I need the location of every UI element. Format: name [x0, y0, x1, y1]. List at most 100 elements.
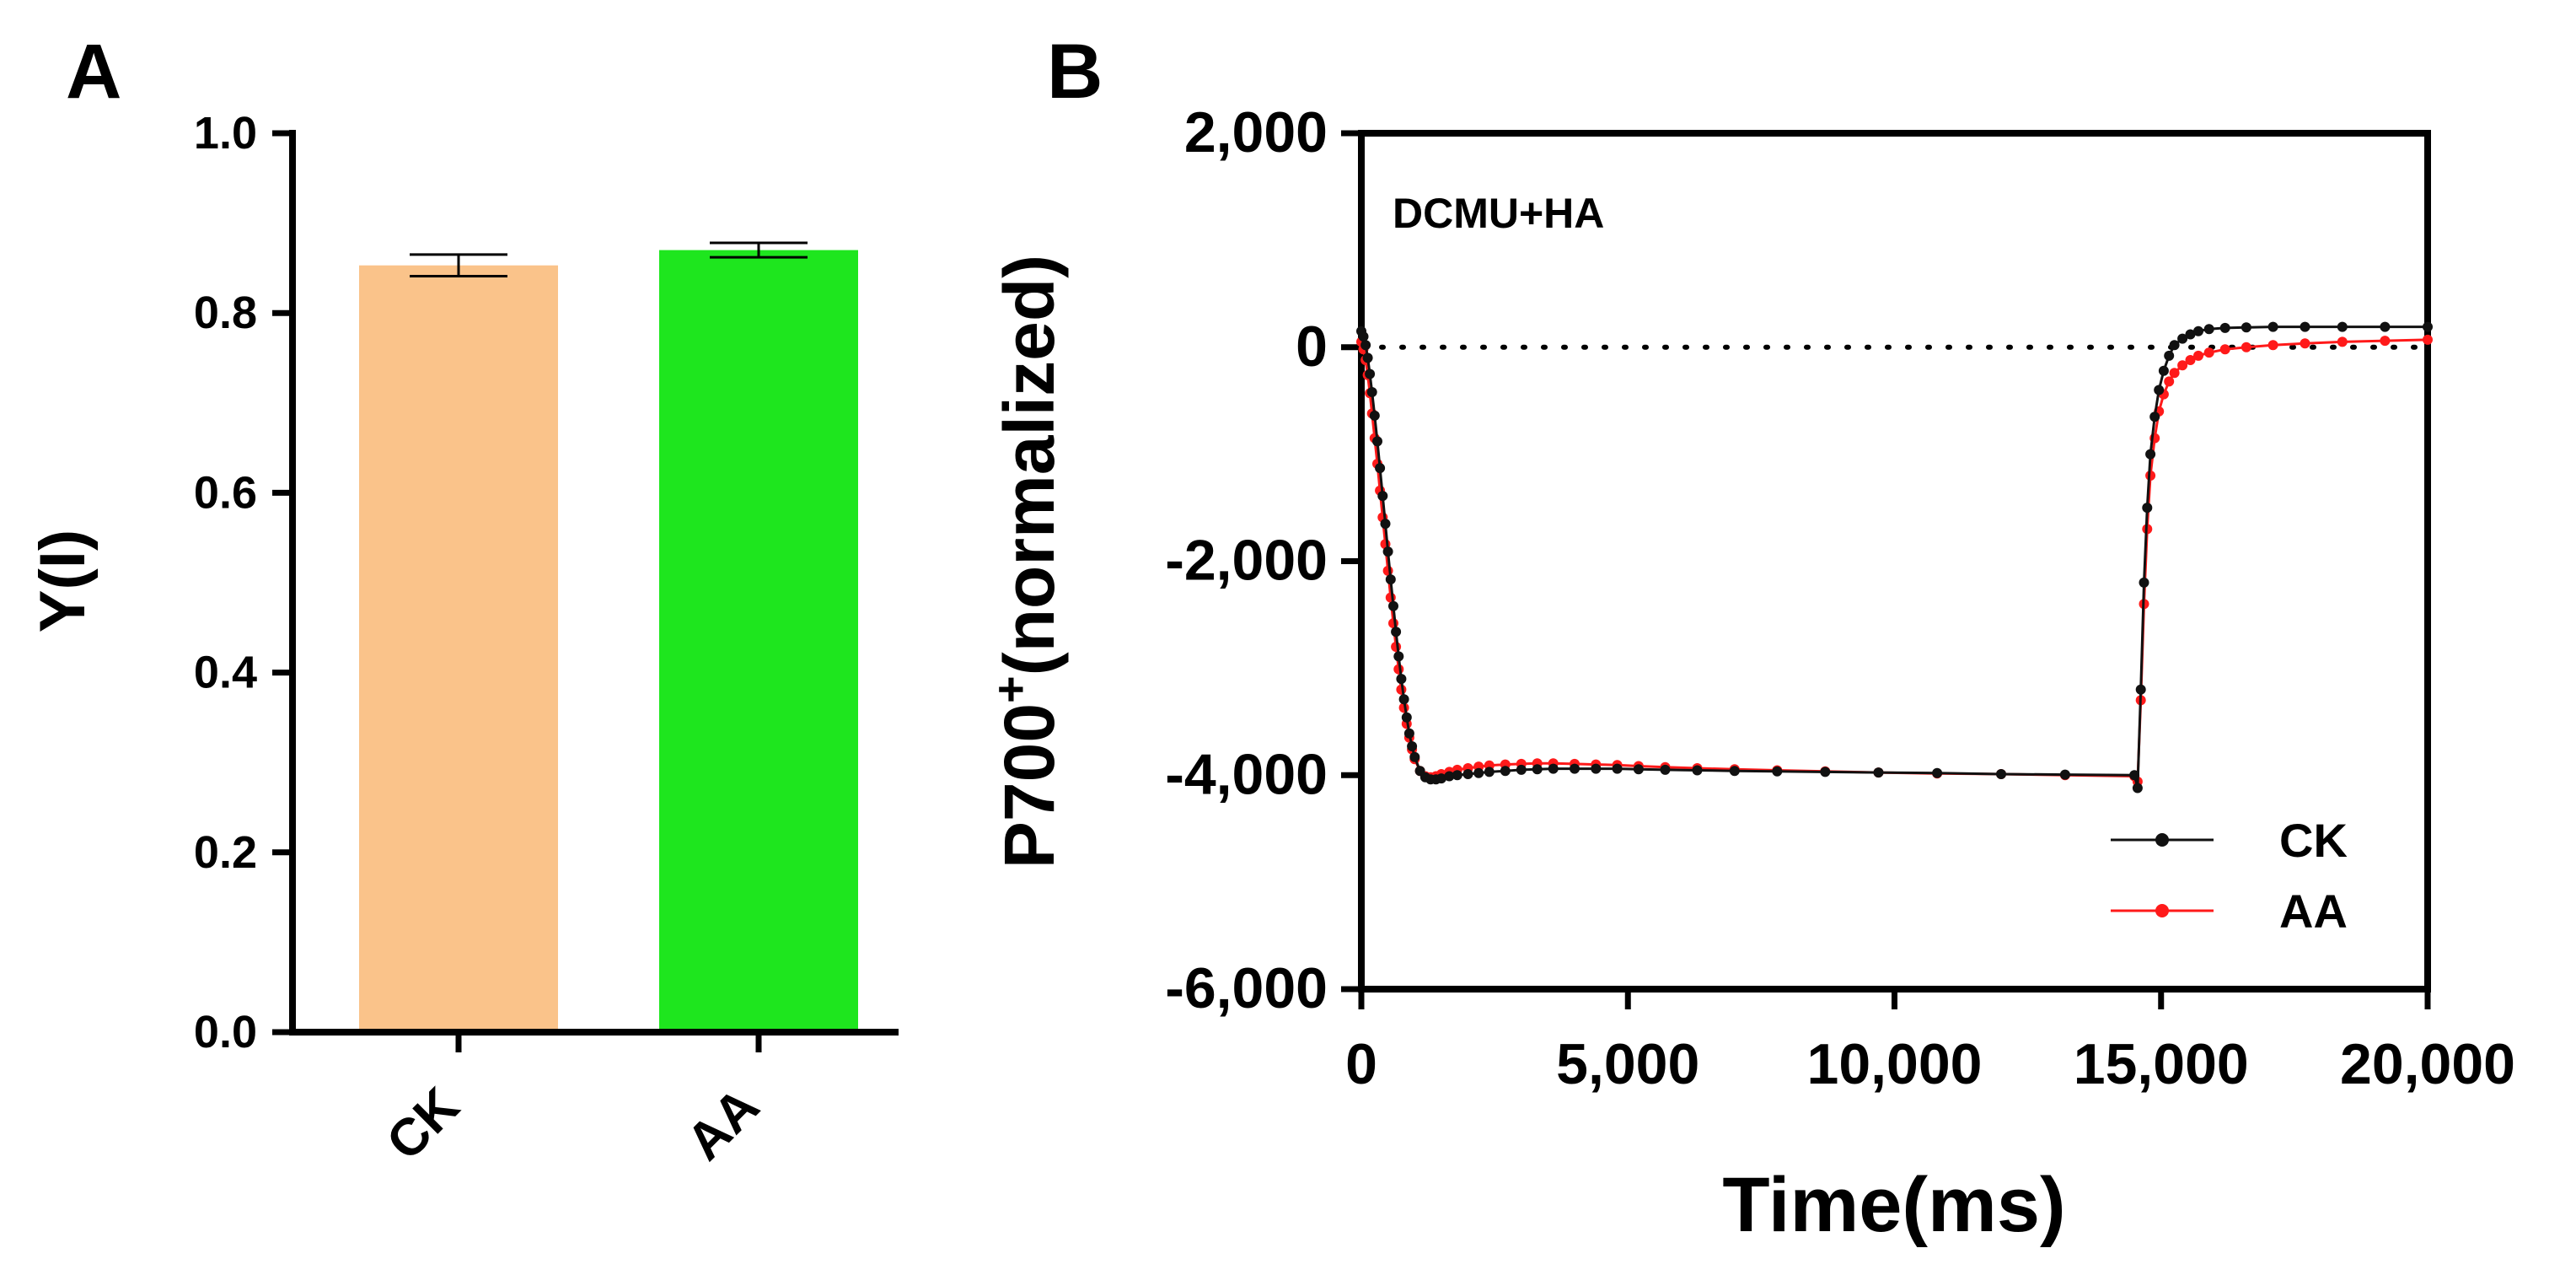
- chart-b: DCMU+HA Time(ms) P700+(normalized) -6,00…: [984, 100, 2515, 1248]
- data-point-aa: [2177, 360, 2188, 371]
- data-point-ck: [1612, 763, 1623, 774]
- data-point-ck: [2142, 503, 2153, 514]
- data-point-ck: [1516, 764, 1527, 775]
- data-point-ck: [2132, 783, 2143, 794]
- data-point-ck: [1369, 410, 1380, 421]
- data-point-ck: [1393, 651, 1404, 662]
- series-line-ck: [1360, 325, 2428, 788]
- data-point-ck: [1396, 674, 1407, 685]
- data-point-ck: [2149, 412, 2160, 422]
- chart-a-y-tick-label-3: 0.6: [194, 467, 257, 518]
- data-point-ck: [2164, 350, 2175, 361]
- data-point-ck: [1436, 773, 1446, 784]
- data-point-ck: [2300, 321, 2310, 332]
- chart-a-x-label-aa: AA: [676, 1077, 770, 1171]
- bar-ck: [359, 265, 558, 1029]
- data-point-ck: [1391, 627, 1402, 638]
- data-point-aa: [2164, 376, 2175, 387]
- data-point-ck: [1444, 771, 1455, 782]
- data-point-ck: [1360, 340, 1371, 351]
- data-point-aa: [2193, 350, 2203, 361]
- chart-a-y-tick-label-0: 0.0: [194, 1007, 257, 1057]
- data-point-ck: [2219, 322, 2230, 333]
- chart-a-y-label: Y(I): [27, 530, 99, 632]
- chart-b-y-tick-label-3: 0: [1296, 315, 1328, 379]
- data-point-ck: [1873, 767, 1884, 778]
- series-line-aa: [1360, 338, 2428, 787]
- data-point-ck: [2139, 577, 2149, 588]
- data-point-ck: [1385, 574, 1396, 585]
- data-point-ck: [2158, 365, 2169, 376]
- data-point-ck: [2241, 322, 2251, 333]
- chart-b-x-tick-label-2: 10,000: [1807, 1032, 1983, 1096]
- data-point-ck: [1375, 463, 1386, 474]
- chart-b-y-label-sup: +: [984, 675, 1037, 703]
- data-point-ck: [1407, 741, 1418, 751]
- data-point-aa: [1382, 565, 1393, 576]
- data-point-ck: [1452, 770, 1462, 781]
- data-point-aa: [2185, 355, 2196, 365]
- chart-a-y-tick-label-1: 0.2: [194, 827, 257, 878]
- data-point-ck: [1473, 767, 1484, 778]
- data-point-aa: [2267, 340, 2278, 351]
- data-point-ck: [2380, 321, 2391, 332]
- chart-b-y-label: P700+(normalized): [984, 255, 1069, 869]
- data-point-ck: [1548, 763, 1559, 774]
- data-point-ck: [2129, 770, 2140, 781]
- chart-b-y-tick-label-2: -2,000: [1165, 529, 1328, 593]
- chart-b-x-label: Time(ms): [1722, 1162, 2065, 1248]
- data-point-ck: [2154, 385, 2165, 395]
- data-point-ck: [1500, 766, 1511, 777]
- data-point-aa: [2169, 368, 2180, 379]
- legend-label-ck: CK: [2279, 814, 2348, 867]
- chart-a-y-tick-label-2: 0.4: [194, 648, 257, 698]
- data-point-ck: [2337, 321, 2348, 332]
- data-point-ck: [2203, 324, 2214, 335]
- chart-a-y-tick-label-4: 0.8: [194, 288, 257, 338]
- data-point-ck: [2135, 684, 2146, 695]
- data-point-aa: [2203, 347, 2214, 358]
- data-point-ck: [1932, 767, 1943, 778]
- data-point-ck: [1820, 767, 1831, 777]
- chart-b-x-tick-label-4: 20,000: [2340, 1032, 2515, 1096]
- bar-aa: [659, 250, 858, 1030]
- data-point-ck: [1729, 766, 1740, 777]
- chart-b-y-tick-label-4: 2,000: [1184, 100, 1328, 164]
- data-point-ck: [1365, 369, 1376, 379]
- data-point-aa: [2300, 338, 2310, 349]
- data-point-ck: [2423, 321, 2433, 332]
- data-point-aa: [2337, 336, 2348, 347]
- chart-b-x-tick-label-3: 15,000: [2074, 1032, 2249, 1096]
- chart-b-y-tick-label-0: -6,000: [1165, 956, 1328, 1020]
- data-point-ck: [1388, 600, 1398, 611]
- data-point-aa: [2380, 336, 2391, 347]
- chart-a-y-tick-label-5: 1.0: [194, 108, 257, 159]
- data-point-ck: [1570, 763, 1580, 774]
- data-point-ck: [2059, 769, 2070, 780]
- data-point-ck: [2145, 449, 2156, 460]
- chart-b-y-label-main: P700: [990, 703, 1069, 869]
- data-point-ck: [1382, 546, 1393, 557]
- data-point-ck: [1772, 766, 1783, 777]
- data-point-ck: [1362, 352, 1373, 363]
- chart-a: Y(I) 0.0 0.2 0.4 0.6 0.8 1.0 CK AA: [27, 108, 899, 1171]
- data-point-ck: [2267, 321, 2278, 332]
- data-point-ck: [1380, 519, 1391, 530]
- data-point-ck: [1660, 764, 1671, 775]
- chart-b-x-tick-label-0: 0: [1345, 1032, 1377, 1096]
- data-point-ck: [1409, 751, 1420, 762]
- data-point-ck: [2177, 333, 2188, 344]
- data-point-ck: [2185, 329, 2196, 340]
- data-point-ck: [2193, 325, 2203, 336]
- data-point-ck: [1366, 387, 1377, 397]
- data-point-ck: [1532, 764, 1543, 775]
- chart-b-annotation: DCMU+HA: [1393, 190, 1604, 237]
- legend-swatch-marker-ck: [2155, 833, 2169, 847]
- data-point-ck: [1358, 331, 1369, 342]
- panel-a-label: A: [66, 29, 121, 115]
- data-point-aa: [2423, 334, 2433, 345]
- data-point-ck: [1484, 767, 1495, 777]
- data-point-ck: [1372, 436, 1382, 447]
- data-point-ck: [1996, 769, 2006, 779]
